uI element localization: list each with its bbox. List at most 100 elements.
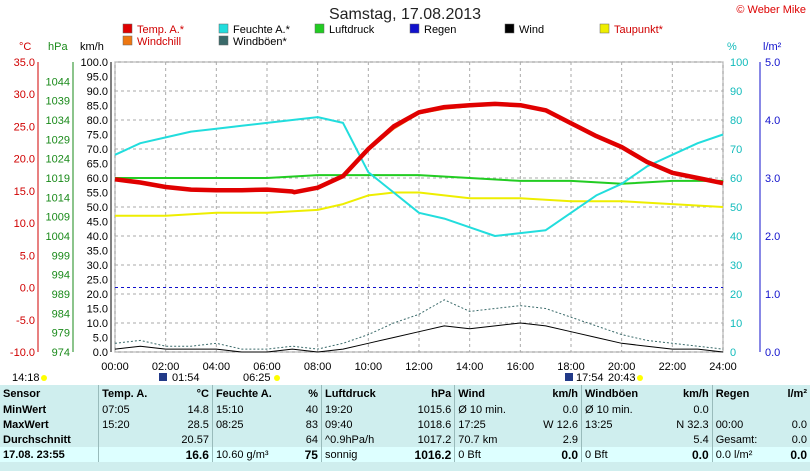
stats-cell: 1017.2: [417, 433, 452, 446]
stats-cell: 0 Bft: [454, 447, 527, 462]
stats-cell: l/m²: [787, 387, 807, 400]
stats-cell: 14.8: [187, 403, 209, 416]
series-line-5: [114, 322, 724, 353]
stats-cell: Wind: [454, 385, 527, 402]
rain-tick-5: 5.0: [765, 57, 780, 69]
x-tick-10: 20:00: [608, 361, 636, 373]
moonrise-icon: [159, 373, 167, 381]
stats-cell: 16.6: [167, 447, 213, 462]
left-time-label: 14:18: [12, 372, 40, 384]
stats-cell: 17.08. 23:55: [0, 447, 99, 462]
stats-cell: 83: [305, 418, 318, 431]
humidity-tick-0: 0: [730, 347, 736, 359]
pressure-tick-10: 1024: [46, 154, 70, 166]
stats-cell: 0.0: [775, 447, 810, 462]
pressure-tick-5: 999: [52, 250, 70, 262]
sunset-marker: [637, 375, 643, 381]
stats-cell: [711, 402, 776, 417]
pressure-tick-4: 994: [52, 270, 70, 282]
x-tick-8: 16:00: [507, 361, 535, 373]
wind-tick-19: 95.0: [87, 72, 108, 84]
stats-cell: Regen: [711, 385, 776, 402]
stats-cell: 15:20: [98, 417, 168, 432]
unit-rain: l/m²: [763, 41, 782, 53]
wind-tick-15: 75.0: [87, 130, 108, 142]
stats-row-2: Durchschnitt 20.57 64 ^0.9hPa/h 1017.2 70.7 k…: [0, 432, 810, 447]
humidity-tick-3: 30: [730, 260, 742, 272]
legend-swatch-2: [314, 23, 325, 34]
legend-label-2: Luftdruck: [329, 24, 375, 36]
wind-tick-12: 60.0: [87, 173, 108, 185]
legend-swatch-3: [409, 23, 420, 34]
wind-tick-7: 35.0: [87, 246, 108, 258]
stats-panel: Sensor Temp. A. °C Feuchte A.% Luftdruck hPa W…: [0, 385, 810, 471]
stats-cell: 5.4: [693, 433, 709, 446]
rain-tick-3: 3.0: [765, 173, 780, 185]
pressure-tick-1: 979: [52, 328, 70, 340]
x-tick-11: 22:00: [659, 361, 687, 373]
stats-header-row: Sensor Temp. A. °C Feuchte A.% Luftdruck hPa W…: [0, 385, 810, 402]
legend-swatch-7: [218, 35, 229, 46]
sunrise-label: 06:25: [243, 372, 271, 384]
stats-cell: Ø 10 min.: [454, 402, 527, 417]
legend-label-3: Regen: [424, 24, 456, 36]
temp-tick-4: 10.0: [14, 218, 35, 230]
humidity-tick-4: 40: [730, 231, 742, 243]
series-line-2: [114, 116, 724, 237]
x-tick-12: 24:00: [709, 361, 737, 373]
rain-tick-0: 0.0: [765, 347, 780, 359]
humidity-tick-6: 60: [730, 173, 742, 185]
moonset-label: 17:54: [576, 372, 604, 384]
stats-cell: 70.7 km: [454, 432, 527, 447]
stats-cell: 19:20: [320, 402, 398, 417]
sunset-label: 20:43: [608, 372, 636, 384]
x-tick-6: 12:00: [405, 361, 433, 373]
stats-cell: 13:25: [581, 417, 661, 432]
pressure-tick-14: 1044: [46, 76, 70, 88]
stats-cell: 0.0: [660, 447, 713, 462]
legend-label-0: Temp. A.*: [137, 24, 185, 36]
stats-cell: 07:05: [98, 402, 168, 417]
legend-label-4: Wind: [519, 24, 544, 36]
legend-label-1: Feuchte A.*: [233, 24, 291, 36]
stats-table: Sensor Temp. A. °C Feuchte A.% Luftdruck hPa W…: [0, 385, 810, 462]
wind-tick-3: 15.0: [87, 304, 108, 316]
pressure-tick-11: 1029: [46, 134, 70, 146]
temp-tick-6: 20.0: [14, 154, 35, 166]
temp-tick-9: 35.0: [14, 57, 35, 69]
wind-tick-0: 0.0: [93, 347, 108, 359]
stats-cell: 0.0: [562, 403, 579, 416]
stats-cell: 0.0: [526, 447, 582, 462]
unit-wind: km/h: [80, 41, 104, 53]
stats-cell: 09:40: [320, 417, 398, 432]
stats-cell: W 12.6: [543, 418, 579, 431]
stats-cell: 0 Bft: [581, 447, 661, 462]
stats-cell: hPa: [431, 387, 452, 400]
pressure-tick-8: 1014: [46, 192, 70, 204]
temp-tick-5: 15.0: [14, 186, 35, 198]
stats-cell: 17:25: [454, 417, 527, 432]
series-line-0: [114, 101, 724, 195]
legend-swatch-6: [122, 35, 133, 46]
stats-cell: °C: [196, 387, 209, 400]
temp-tick-1: -5.0: [16, 315, 35, 327]
humidity-tick-9: 90: [730, 86, 742, 98]
pressure-tick-13: 1039: [46, 96, 70, 108]
wind-tick-17: 85.0: [87, 101, 108, 113]
stats-cell: 1018.6: [417, 418, 452, 431]
legend-label-6: Windchill: [137, 36, 181, 48]
stats-cell: 15:10: [211, 402, 296, 417]
stats-cell: [776, 402, 810, 417]
stats-cell: MaxWert: [3, 418, 49, 431]
unit-pressure: hPa: [48, 41, 68, 53]
stats-cell: [98, 432, 168, 447]
wind-tick-2: 10.0: [87, 318, 108, 330]
stats-cell: Sensor: [3, 387, 41, 400]
x-tick-1: 02:00: [152, 361, 180, 373]
stats-cell: 40: [305, 403, 318, 416]
wind-tick-20: 100.0: [80, 57, 108, 69]
stats-cell: 0.0: [791, 418, 807, 431]
stats-cell: ^0.9hPa/h: [320, 432, 398, 447]
stats-cell: MinWert: [3, 403, 47, 416]
stats-cell: Feuchte A.: [211, 385, 296, 402]
